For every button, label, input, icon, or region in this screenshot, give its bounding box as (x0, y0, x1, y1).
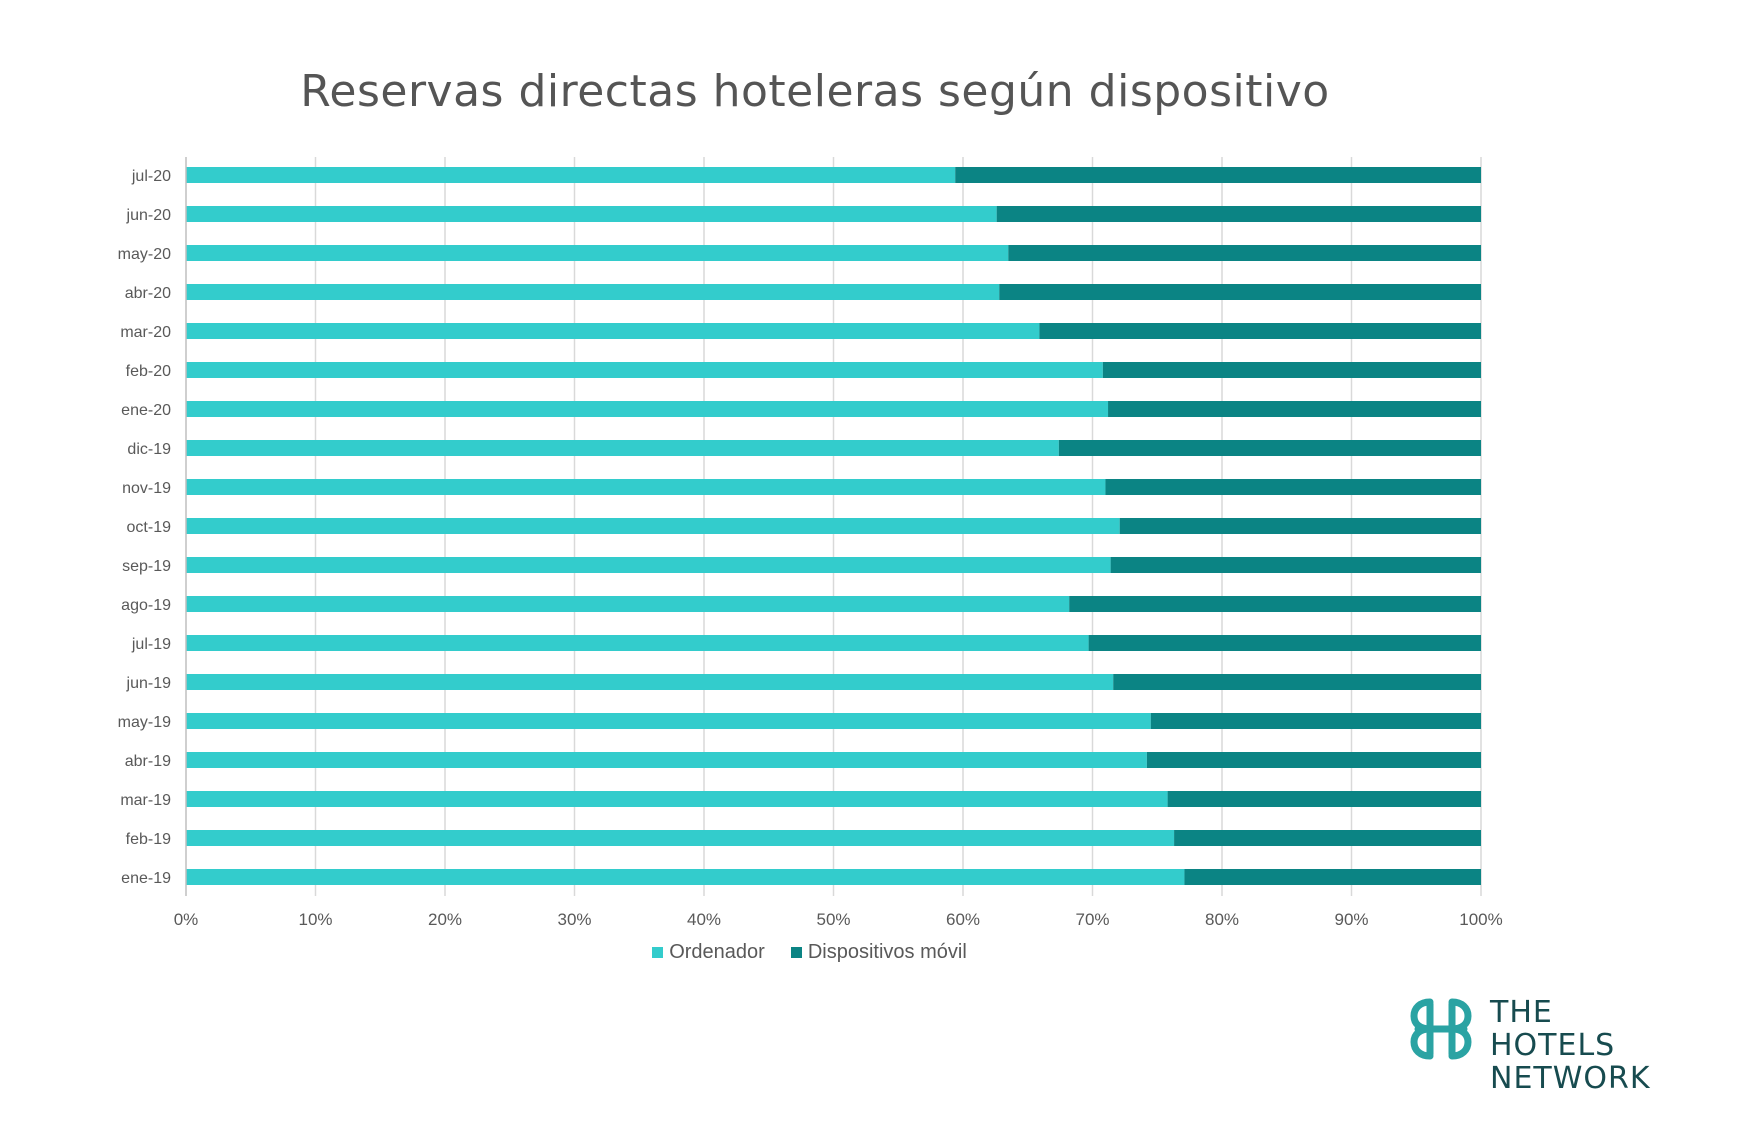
category-label: dic-19 (127, 441, 171, 458)
bar-movil-oct-19 (1119, 518, 1481, 534)
category-label: mar-19 (120, 792, 171, 809)
x-tick-label: 90% (1334, 910, 1368, 929)
bar-ordenador-jun-19 (186, 674, 1114, 690)
category-label: feb-19 (126, 831, 171, 848)
category-label: ago-19 (121, 597, 171, 614)
brand-line-3: NETWORK (1490, 1061, 1651, 1096)
legend-item-ordenador: Ordenador (652, 941, 765, 964)
legend-swatch-movil (790, 947, 802, 958)
brand-logo: THE HOTELS NETWORK (1408, 996, 1651, 1095)
brand-line-1: THE (1490, 995, 1553, 1030)
x-tick-label: 80% (1205, 910, 1239, 929)
category-label: may-20 (118, 246, 171, 263)
bar-ordenador-sep-19 (186, 557, 1111, 573)
bar-ordenador-may-19 (186, 713, 1151, 729)
bar-ordenador-ene-20 (186, 401, 1109, 417)
chart-title: Reservas directas hoteleras según dispos… (300, 66, 1330, 117)
brand-wordmark: THE HOTELS NETWORK (1490, 996, 1651, 1095)
bar-movil-jun-20 (996, 206, 1481, 222)
bar-movil-ene-19 (1184, 869, 1481, 885)
bar-ordenador-ago-19 (186, 596, 1070, 612)
legend-label-ordenador: Ordenador (669, 941, 765, 963)
x-tick-label: 20% (428, 910, 462, 929)
category-label: may-19 (118, 714, 171, 731)
bar-movil-ago-19 (1069, 596, 1481, 612)
bar-movil-nov-19 (1105, 479, 1481, 495)
bar-movil-ene-20 (1108, 401, 1481, 417)
bar-movil-mar-20 (1039, 323, 1481, 339)
bar-ordenador-jul-20 (186, 167, 956, 183)
x-tick-label: 60% (946, 910, 980, 929)
bar-movil-may-20 (1008, 245, 1481, 261)
category-label: abr-20 (125, 285, 171, 302)
bar-ordenador-oct-19 (186, 518, 1120, 534)
bar-movil-feb-20 (1102, 362, 1481, 378)
category-label: feb-20 (126, 363, 171, 380)
category-label: jun-19 (126, 675, 172, 692)
bar-movil-may-19 (1150, 713, 1481, 729)
legend: Ordenador Dispositivos móvil (0, 941, 1749, 964)
bar-ordenador-dic-19 (186, 440, 1059, 456)
bar-movil-jul-20 (955, 167, 1481, 183)
bar-movil-abr-19 (1146, 752, 1481, 768)
bar-movil-jun-19 (1113, 674, 1481, 690)
bar-ordenador-nov-19 (186, 479, 1106, 495)
bar-ordenador-feb-20 (186, 362, 1103, 378)
legend-item-movil: Dispositivos móvil (790, 941, 967, 964)
bar-ordenador-mar-19 (186, 791, 1168, 807)
bar-ordenador-abr-20 (186, 284, 1000, 300)
bar-movil-abr-20 (999, 284, 1481, 300)
bar-ordenador-ene-19 (186, 869, 1185, 885)
category-label: oct-19 (127, 519, 172, 536)
x-tick-label: 40% (687, 910, 721, 929)
category-label: mar-20 (120, 324, 171, 341)
x-tick-label: 10% (298, 910, 332, 929)
bar-ordenador-mar-20 (186, 323, 1040, 339)
bar-movil-dic-19 (1058, 440, 1481, 456)
category-label: ene-20 (121, 402, 171, 419)
bar-ordenador-jul-19 (186, 635, 1089, 651)
x-tick-label: 70% (1075, 910, 1109, 929)
bar-ordenador-abr-19 (186, 752, 1147, 768)
bar-movil-sep-19 (1110, 557, 1481, 573)
bar-ordenador-feb-19 (186, 830, 1175, 846)
x-tick-label: 50% (816, 910, 850, 929)
category-label: ene-19 (121, 870, 171, 887)
tick-labels: 0% 10% 20% 30% 40% 50% 60% 70% 80% 90% 100% (174, 910, 1503, 929)
category-label: abr-19 (125, 753, 171, 770)
legend-label-movil: Dispositivos móvil (807, 941, 967, 963)
brand-line-2: HOTELS (1490, 1028, 1616, 1063)
category-label: nov-19 (122, 480, 171, 497)
legend-swatch-ordenador (652, 947, 664, 958)
category-label: jul-19 (131, 636, 171, 653)
x-tick-label: 100% (1459, 910, 1502, 929)
bar-movil-mar-19 (1167, 791, 1481, 807)
category-label: sep-19 (122, 558, 171, 575)
bar-movil-feb-19 (1174, 830, 1481, 846)
x-tick-label: 30% (557, 910, 591, 929)
category-label: jul-20 (131, 168, 171, 185)
bar-movil-jul-19 (1088, 635, 1481, 651)
bar-ordenador-may-20 (186, 245, 1009, 261)
bar-ordenador-jun-20 (186, 206, 997, 222)
x-tick-label: 0% (174, 910, 199, 929)
bars (186, 167, 1481, 885)
category-label: jun-20 (126, 207, 172, 224)
category-labels: jul-20 jun-20 may-20 abr-20 mar-20 feb-20 ene-… (118, 168, 171, 887)
hotels-network-logo-icon (1410, 998, 1472, 1060)
